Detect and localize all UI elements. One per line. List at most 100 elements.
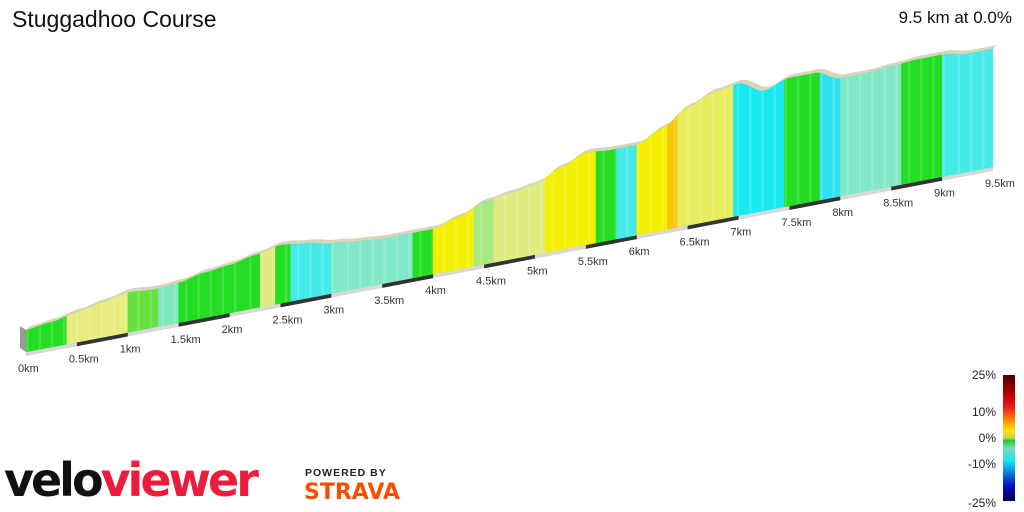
gradient-segment xyxy=(581,152,586,246)
gradient-segment xyxy=(634,144,637,236)
gradient-segment xyxy=(497,196,501,263)
gradient-segment xyxy=(729,85,733,218)
gradient-segment xyxy=(695,100,700,225)
gradient-segment xyxy=(158,287,162,327)
gradient-segment xyxy=(38,324,42,350)
gradient-segment xyxy=(604,150,609,242)
gradient-segment xyxy=(69,313,74,344)
gradient-segment xyxy=(888,66,893,188)
gradient-segment xyxy=(109,298,113,337)
gradient-segment xyxy=(766,88,771,211)
gradient-segment xyxy=(463,212,467,269)
gradient-segment xyxy=(805,74,809,204)
gradient-segment xyxy=(944,53,949,177)
gradient-segment xyxy=(919,58,923,182)
gradient-segment xyxy=(209,270,213,318)
strava-logo[interactable]: STRAVA xyxy=(304,480,400,505)
gradient-segment xyxy=(557,167,561,251)
gradient-segment xyxy=(50,321,54,348)
gradient-segment xyxy=(311,242,316,298)
gradient-segment xyxy=(343,242,347,292)
gradient-segment xyxy=(590,151,595,245)
gradient-segment xyxy=(112,296,116,336)
gradient-segment xyxy=(654,129,659,232)
gradient-segment xyxy=(554,168,558,252)
gradient-segment xyxy=(386,237,390,284)
gradient-segment xyxy=(506,193,510,261)
gradient-segment xyxy=(814,72,819,202)
logo-velo-text: velo xyxy=(4,453,104,507)
gradient-segment xyxy=(239,259,244,312)
gradient-segment xyxy=(680,108,684,228)
gradient-segment xyxy=(90,304,95,340)
gradient-segment xyxy=(692,103,696,225)
gradient-segment xyxy=(645,136,650,234)
gradient-segment xyxy=(376,238,381,286)
gradient-segment xyxy=(934,55,939,179)
gradient-segment xyxy=(593,151,597,244)
gradient-segment xyxy=(779,80,783,209)
gradient-segment xyxy=(427,229,432,276)
gradient-segment xyxy=(436,226,440,274)
gradient-segment xyxy=(849,75,853,195)
gradient-segment xyxy=(608,149,612,241)
gradient-segment xyxy=(167,284,171,326)
gradient-segment xyxy=(838,77,841,197)
gradient-segment xyxy=(161,286,165,327)
gradient-segment xyxy=(199,272,204,319)
gradient-segment xyxy=(907,60,911,184)
gradient-segment xyxy=(305,242,310,299)
gradient-segment xyxy=(367,239,372,287)
gradient-segment xyxy=(44,322,48,349)
km-tick-label: 1km xyxy=(120,344,141,356)
legend-label-minus25: -25% xyxy=(967,496,996,510)
gradient-segment xyxy=(404,233,408,280)
gradient-segment xyxy=(572,157,576,248)
gradient-segment xyxy=(173,282,177,325)
km-tick-label: 3.5km xyxy=(374,295,404,307)
gradient-segment xyxy=(799,75,803,205)
gradient-segment xyxy=(53,320,57,347)
gradient-segment xyxy=(59,317,63,346)
gradient-segment xyxy=(28,328,33,352)
gradient-segment xyxy=(536,182,541,255)
gradient-segment xyxy=(170,283,174,325)
gradient-segment xyxy=(445,221,449,273)
gradient-segment xyxy=(358,240,363,289)
gradient-segment xyxy=(482,201,487,265)
gradient-segment xyxy=(864,72,868,192)
gradient-segment xyxy=(787,77,791,207)
gradient-segment xyxy=(802,74,806,204)
gradient-segment xyxy=(415,231,420,278)
gradient-segment xyxy=(521,187,525,258)
gradient-segment xyxy=(389,236,393,283)
gradient-segment xyxy=(941,54,946,177)
gradient-segment xyxy=(885,66,890,188)
gradient-segment xyxy=(121,293,125,334)
gradient-segment xyxy=(636,143,640,236)
gradient-segment xyxy=(925,57,930,181)
gradient-segment xyxy=(686,106,690,226)
veloviewer-logo[interactable]: veloviewer xyxy=(4,452,259,508)
gradient-segment xyxy=(308,242,313,299)
gradient-segment xyxy=(373,239,378,286)
gradient-segment xyxy=(466,210,471,268)
gradient-segment xyxy=(349,242,353,291)
gradient-segment xyxy=(407,233,411,280)
gradient-segment xyxy=(611,149,615,241)
gradient-segment xyxy=(451,218,455,271)
gradient-segment xyxy=(751,87,756,214)
gradient-segment xyxy=(346,242,350,291)
gradient-segment xyxy=(892,65,896,187)
gradient-segment xyxy=(769,86,774,210)
gradient-segment xyxy=(748,85,752,214)
gradient-segment xyxy=(689,105,693,226)
gradient-segment xyxy=(639,141,644,235)
gradient-segment xyxy=(488,199,493,264)
gradient-segment xyxy=(196,273,201,320)
gradient-segment xyxy=(852,75,856,195)
gradient-segment xyxy=(542,178,546,254)
gradient-segment xyxy=(587,151,592,245)
gradient-segment xyxy=(410,232,413,279)
legend-label-minus10: -10% xyxy=(967,457,996,471)
